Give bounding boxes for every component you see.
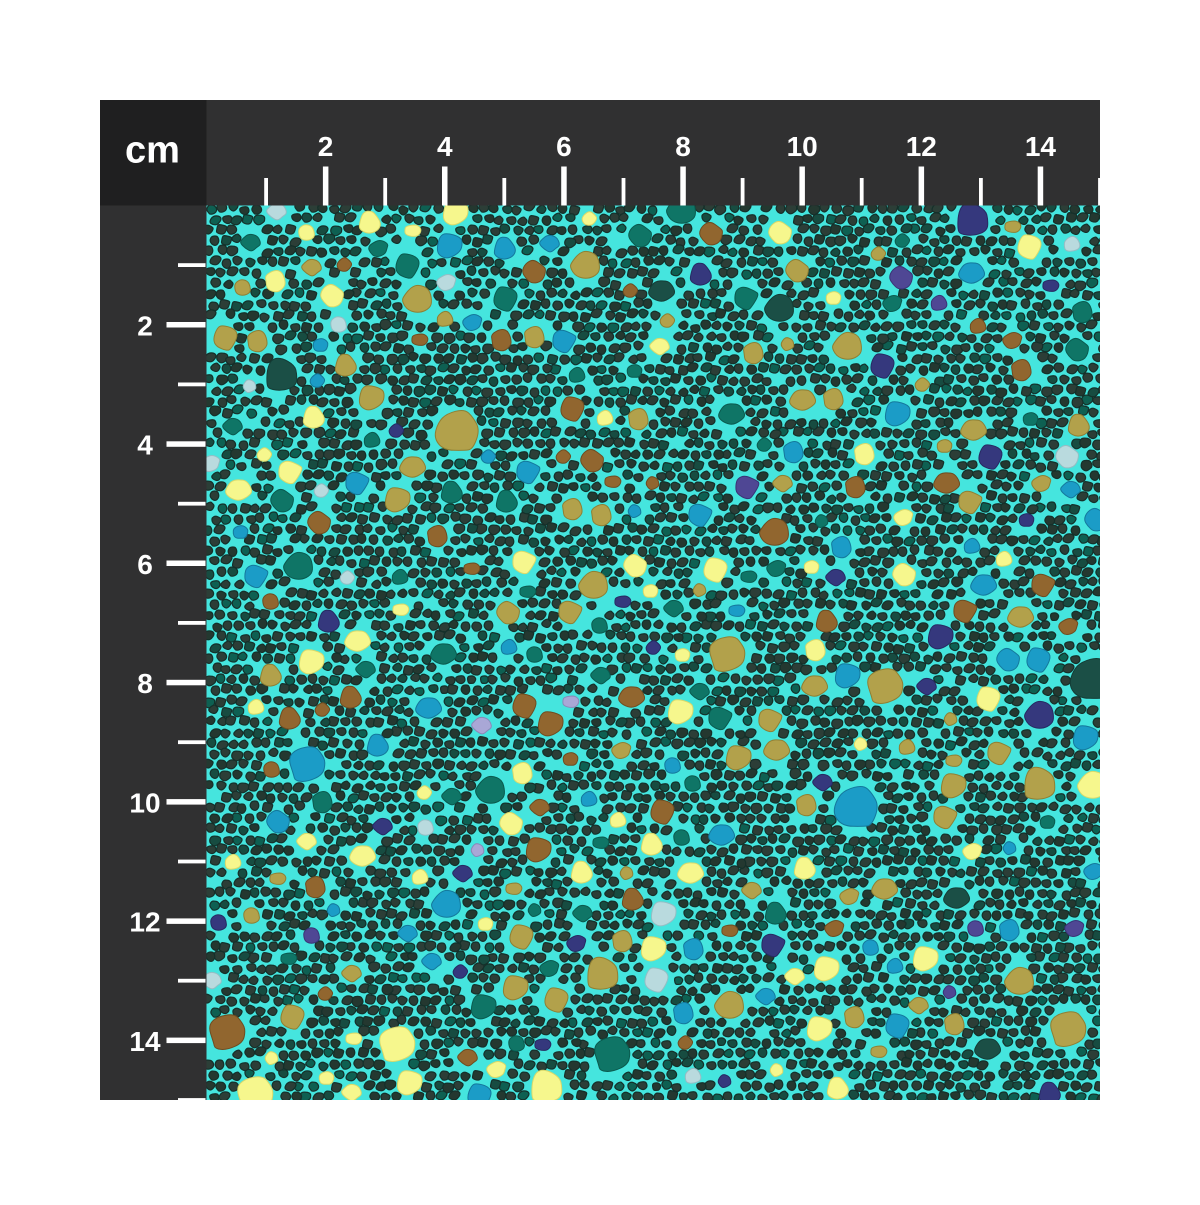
- svg-text:2: 2: [318, 131, 334, 162]
- svg-text:6: 6: [137, 549, 153, 580]
- svg-text:cm: cm: [125, 130, 180, 172]
- svg-text:12: 12: [906, 131, 937, 162]
- svg-text:10: 10: [129, 787, 160, 818]
- svg-text:10: 10: [787, 131, 818, 162]
- svg-text:14: 14: [1025, 131, 1057, 162]
- svg-text:2: 2: [137, 310, 153, 341]
- svg-text:4: 4: [137, 430, 153, 461]
- svg-text:12: 12: [129, 907, 160, 938]
- svg-text:8: 8: [675, 131, 691, 162]
- svg-text:14: 14: [129, 1026, 161, 1057]
- svg-text:4: 4: [437, 131, 453, 162]
- svg-text:6: 6: [556, 131, 572, 162]
- svg-text:8: 8: [137, 668, 153, 699]
